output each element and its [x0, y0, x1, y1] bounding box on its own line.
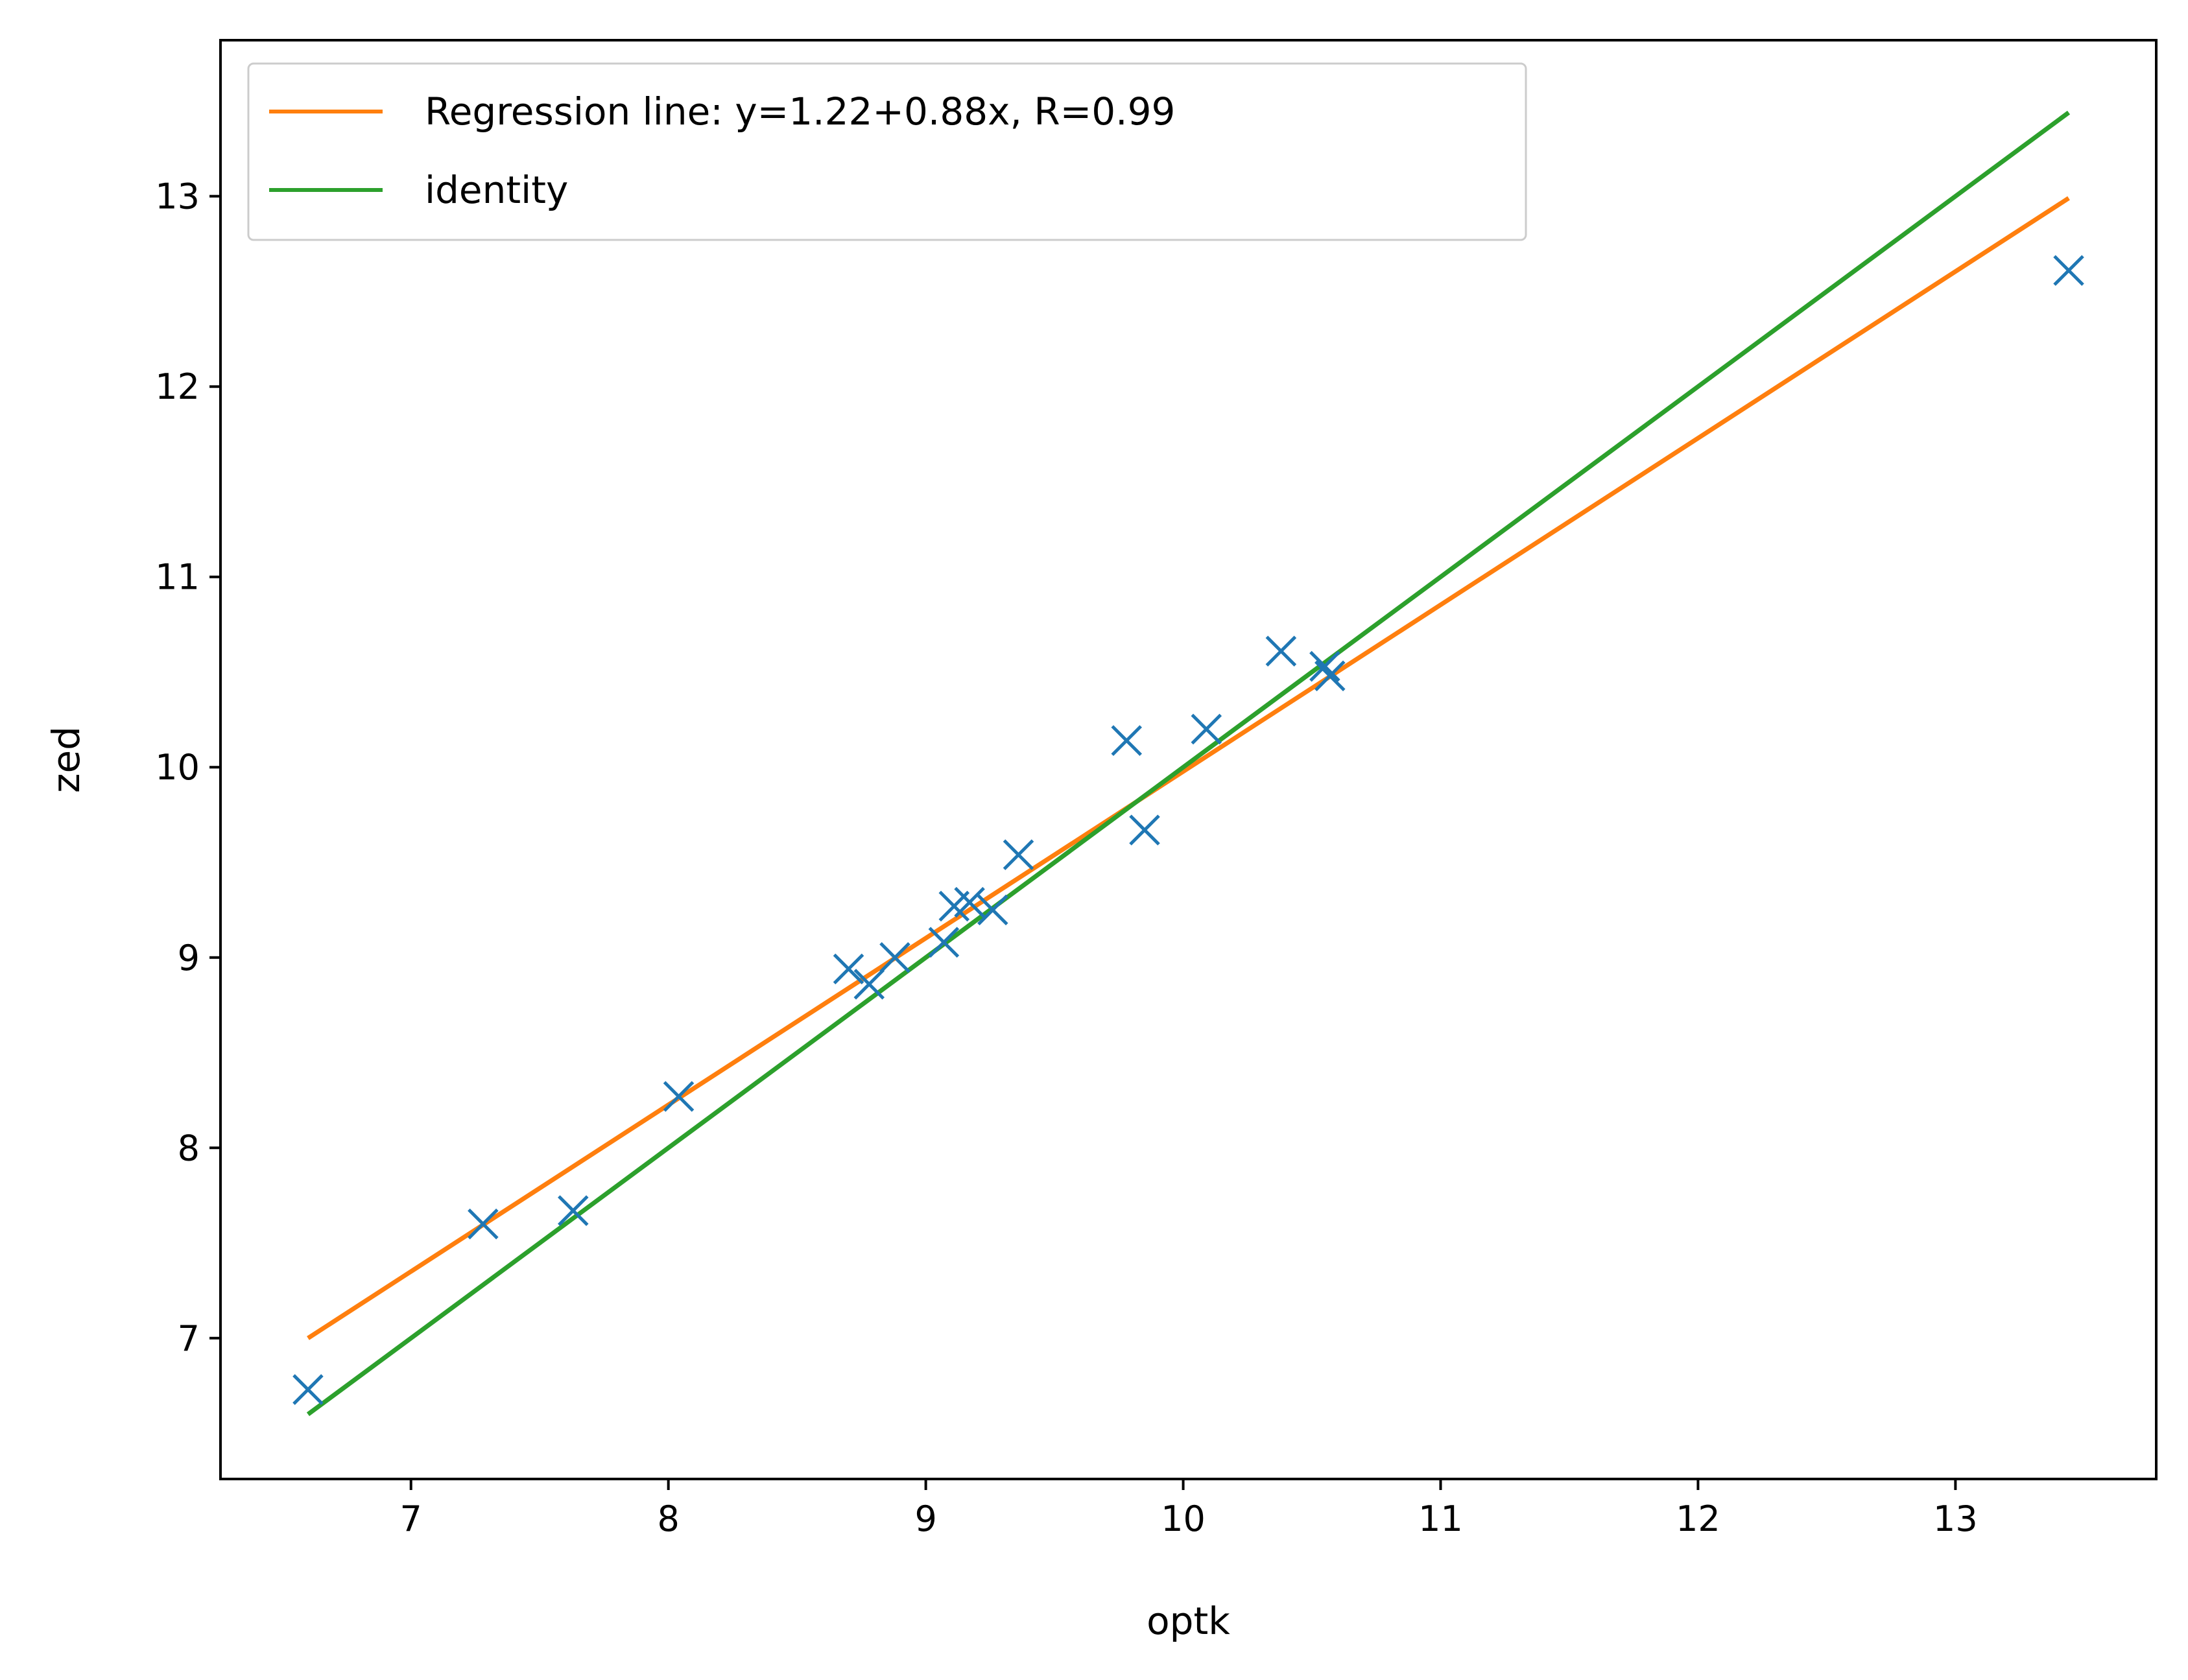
scatter-point [977, 894, 1008, 926]
scatter-point [853, 969, 885, 1000]
series-line-0 [307, 196, 2070, 1340]
y-tick-label: 9 [178, 938, 200, 978]
x-tick-label: 7 [400, 1498, 422, 1539]
x-tick-label: 13 [1933, 1498, 1978, 1539]
scatter-point [558, 1195, 589, 1226]
y-axis-ticks: 7 8 9 10 11 12 13 [155, 176, 220, 1359]
x-axis-ticks: 7 8 9 10 11 12 13 [400, 1479, 1978, 1539]
x-tick-label: 9 [914, 1498, 936, 1539]
legend: Regression line: y=1.22+0.88x, R=0.99 id… [247, 62, 1527, 241]
scatter-point [1314, 660, 1346, 692]
x-axis-label: optk [1147, 1599, 1230, 1643]
legend-box [247, 62, 1527, 241]
scatter-point [928, 927, 960, 958]
scatter-point [663, 1081, 695, 1112]
scatter-point [468, 1208, 499, 1240]
plot-lines [306, 110, 2071, 1417]
scatter-point [1129, 814, 1160, 846]
y-tick-label: 7 [178, 1318, 200, 1359]
x-tick-label: 10 [1161, 1498, 1206, 1539]
x-tick-label: 12 [1676, 1498, 1720, 1539]
scatter-point [1309, 650, 1340, 682]
legend-label-regression: Regression line: y=1.22+0.88x, R=0.99 [425, 89, 1175, 134]
scatter-point [954, 886, 985, 918]
y-axis-label: zed [44, 726, 88, 793]
scatter-point [879, 941, 910, 973]
x-tick-label: 11 [1418, 1498, 1463, 1539]
scatter-point [292, 1374, 324, 1405]
scatter-point [1003, 839, 1034, 871]
scatter-point [833, 953, 864, 985]
scatter-point [2053, 255, 2084, 286]
y-tick-label: 12 [155, 366, 200, 407]
y-tick-label: 11 [155, 557, 200, 598]
scatter-point [1191, 713, 1222, 745]
y-tick-label: 10 [155, 747, 200, 788]
y-tick-label: 8 [178, 1128, 200, 1168]
series-line-1 [306, 110, 2071, 1417]
scatter-point [1265, 635, 1297, 667]
legend-label-identity: identity [425, 168, 568, 212]
scatter-points [292, 255, 2084, 1405]
axes-frame [219, 39, 2158, 1480]
scatter-point [1111, 725, 1143, 756]
x-tick-label: 8 [657, 1498, 679, 1539]
y-tick-label: 13 [155, 176, 200, 217]
